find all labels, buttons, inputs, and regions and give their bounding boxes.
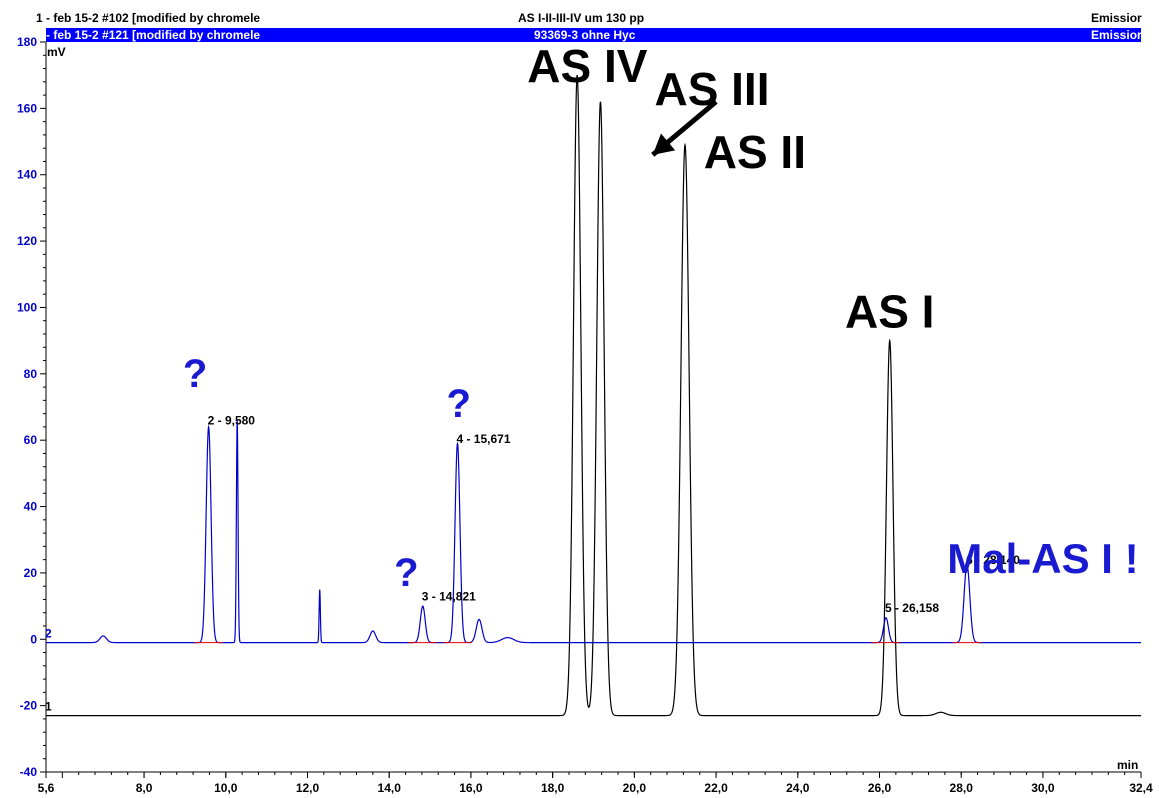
series-tag: 2 xyxy=(45,626,52,640)
peak-label: 5 - 26,158 xyxy=(885,601,939,615)
y-tick-label: 60 xyxy=(24,433,38,447)
x-tick-label: 18,0 xyxy=(541,781,565,795)
x-tick-label: 8,0 xyxy=(136,781,153,795)
header-row2-bar xyxy=(46,28,1141,42)
series-tag: 1 xyxy=(45,699,52,713)
annotation-q: ? xyxy=(394,551,418,595)
x-tick-label: 28,0 xyxy=(950,781,974,795)
y-tick-label: 140 xyxy=(17,168,37,182)
header-row1-detector: Emissior xyxy=(1091,11,1142,25)
annotation-big: AS II xyxy=(704,126,806,178)
y-tick-label: 160 xyxy=(17,101,37,115)
y-tick-label: 20 xyxy=(24,566,38,580)
y-tick-label: -20 xyxy=(20,699,38,713)
y-tick-label: 0 xyxy=(30,632,37,646)
annotation-q: ? xyxy=(446,382,470,426)
x-tick-label: 16,0 xyxy=(459,781,483,795)
series-1-trace xyxy=(46,75,1141,717)
header-row2-detector: Emissior xyxy=(1091,28,1142,42)
series-2-trace xyxy=(46,420,1141,644)
y-axis-title: mV xyxy=(47,45,66,59)
peak-label: 2 - 9,580 xyxy=(208,414,256,428)
arrow-head xyxy=(652,133,676,155)
x-tick-label: 20,0 xyxy=(623,781,647,795)
y-tick-label: 100 xyxy=(17,300,37,314)
peak-label: 4 - 15,671 xyxy=(456,432,510,446)
peak-label: 3 - 14,821 xyxy=(422,589,476,603)
x-tick-label: 26,0 xyxy=(868,781,892,795)
x-tick-label: 12,0 xyxy=(296,781,320,795)
x-tick-label: 14,0 xyxy=(378,781,402,795)
x-tick-label: 5,6 xyxy=(38,781,55,795)
annotation-big: AS IV xyxy=(527,40,647,92)
annotation-q: ? xyxy=(183,352,207,396)
series-layer: 21 xyxy=(45,75,1141,717)
axes: mV min 180 160 140 120 100 80 60 40 20 0 -20 -40 5,… xyxy=(17,35,1153,795)
x-tick-label: 22,0 xyxy=(704,781,728,795)
y-tick-label: -40 xyxy=(20,765,38,779)
y-tick-label: 180 xyxy=(17,35,37,49)
y-ticks: 180 160 140 120 100 80 60 40 20 0 -20 -40 xyxy=(17,35,46,779)
y-tick-label: 40 xyxy=(24,500,38,514)
header-row1-sample: 1 - feb 15-2 #102 [modified by chromele xyxy=(36,11,260,25)
peak-labels: 2 - 9,580 3 - 14,821 4 - 15,671 5 - 26,158 6… xyxy=(208,414,1021,615)
x-ticks: 5,6 8,0 10,0 12,0 14,0 16,0 18,0 20,0 22,0 24,0 26… xyxy=(38,772,1153,795)
annotation-big: AS I xyxy=(845,285,934,337)
y-tick-label: 120 xyxy=(17,234,37,248)
header: 1 - feb 15-2 #102 [modified by chromele … xyxy=(36,11,1142,42)
header-row1-method: AS I-II-III-IV um 130 pp xyxy=(518,11,644,25)
header-row2-method: 93369-3 ohne Hyc xyxy=(534,28,636,42)
x-tick-label: 30,0 xyxy=(1031,781,1055,795)
y-tick-label: 80 xyxy=(24,367,38,381)
peak-label: 6 - 28,140 xyxy=(966,553,1020,567)
x-tick-label: 32,4 xyxy=(1129,781,1153,795)
annotation-mal: Mal-AS I ! xyxy=(947,535,1138,582)
x-tick-label: 10,0 xyxy=(214,781,238,795)
x-axis-title: min xyxy=(1117,758,1138,772)
x-tick-label: 24,0 xyxy=(786,781,810,795)
header-row2-sample: 2 - feb 15-2 #121 [modified by chromele xyxy=(36,28,260,42)
